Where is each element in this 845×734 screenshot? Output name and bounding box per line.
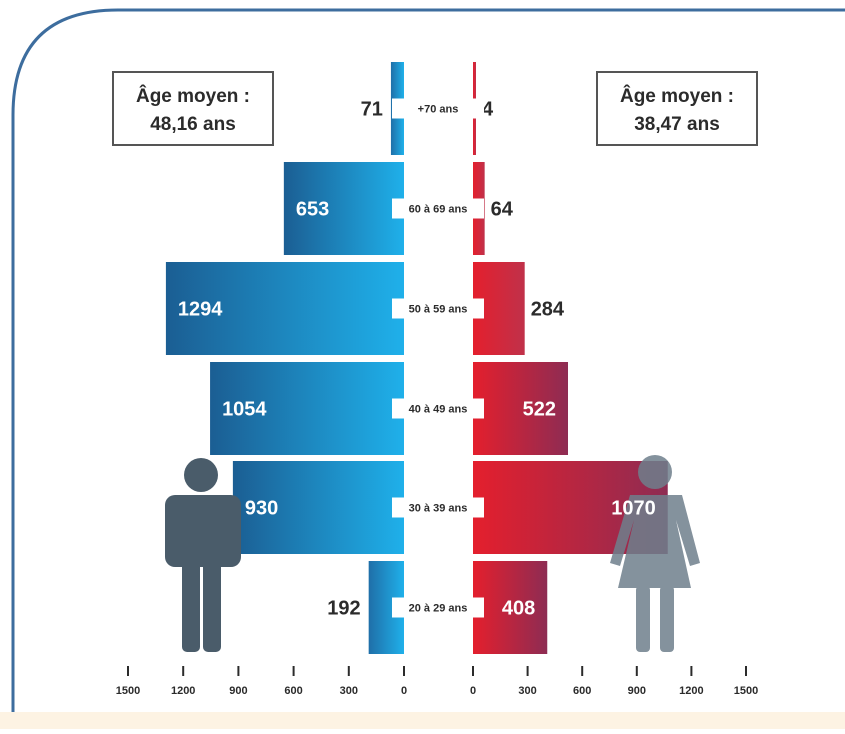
value-label-left-3: 1054 (222, 399, 267, 421)
value-label-left-0: 71 (361, 99, 383, 121)
category-label-4: 30 à 39 ans (409, 503, 468, 515)
category-label-2: 50 à 59 ans (409, 304, 468, 316)
frame-border (11, 8, 845, 712)
value-label-right-2: 284 (531, 299, 565, 321)
value-label-right-5: 408 (502, 598, 535, 620)
category-label-bg-3 (392, 398, 484, 419)
bar-left-2 (165, 262, 404, 355)
value-label-left-5: 192 (327, 598, 360, 620)
value-label-right-1: 64 (491, 199, 514, 221)
category-label-0: +70 ans (418, 104, 459, 116)
tick-label-left-1: 1200 (171, 685, 195, 697)
tick-label-left-2: 900 (229, 685, 247, 697)
category-label-bg-5 (392, 597, 484, 618)
left-box-frame (112, 71, 274, 146)
category-label-1: 60 à 69 ans (409, 204, 468, 216)
value-label-left-2: 1294 (178, 299, 223, 321)
tick-label-right-2: 900 (628, 685, 646, 697)
left-annotation-line1: Âge moyen : (136, 85, 250, 107)
tick-label-left-5: 0 (401, 685, 407, 697)
tick-label-right-3: 600 (573, 685, 591, 697)
tick-label-right-4: 300 (518, 685, 536, 697)
x-axis: 1500 1500 1200 1200 900 900 600 600 300 300 0 0 (116, 666, 758, 697)
tick-label-left-0: 1500 (116, 685, 140, 697)
left-annotation-line2: 48,16 ans (150, 114, 236, 135)
bottom-band (0, 712, 845, 729)
left-average-age-box: Âge moyen : 48,16 ans (112, 71, 274, 146)
tick-label-right-5: 0 (470, 685, 476, 697)
tick-label-left-4: 300 (340, 685, 358, 697)
value-label-left-1: 653 (296, 199, 329, 221)
man-icon (165, 458, 241, 652)
value-label-right-0: 4 (482, 99, 494, 121)
category-label-bg-4 (392, 497, 484, 518)
right-box-frame (596, 71, 758, 146)
category-label-5: 20 à 29 ans (409, 603, 468, 615)
bar-right-3 (473, 362, 569, 455)
category-label-bg-0 (392, 98, 484, 119)
tick-label-left-3: 600 (284, 685, 302, 697)
labels-layer: 71 4 +70 ans 653 64 60 à 69 ans 1294 284 50 à 59… (178, 98, 656, 620)
tick-label-right-1: 1200 (679, 685, 703, 697)
tick-label-right-0: 1500 (734, 685, 758, 697)
bar-right-5 (473, 561, 548, 654)
right-annotation-line1: Âge moyen : (620, 85, 734, 107)
value-label-right-4: 1070 (611, 498, 656, 520)
category-label-bg-2 (392, 298, 484, 319)
category-label-3: 40 à 49 ans (409, 404, 468, 416)
right-annotation-line2: 38,47 ans (634, 114, 720, 135)
bar-left-1 (283, 162, 404, 255)
woman-icon (610, 455, 700, 652)
bar-left-4 (232, 461, 404, 554)
value-label-left-4: 930 (245, 498, 278, 520)
value-label-right-3: 522 (523, 399, 556, 421)
right-average-age-box: Âge moyen : 38,47 ans (596, 71, 758, 146)
bar-left-3 (210, 362, 404, 455)
icons-layer (165, 455, 700, 652)
category-label-bg-1 (392, 198, 484, 219)
bars-layer (165, 62, 668, 654)
